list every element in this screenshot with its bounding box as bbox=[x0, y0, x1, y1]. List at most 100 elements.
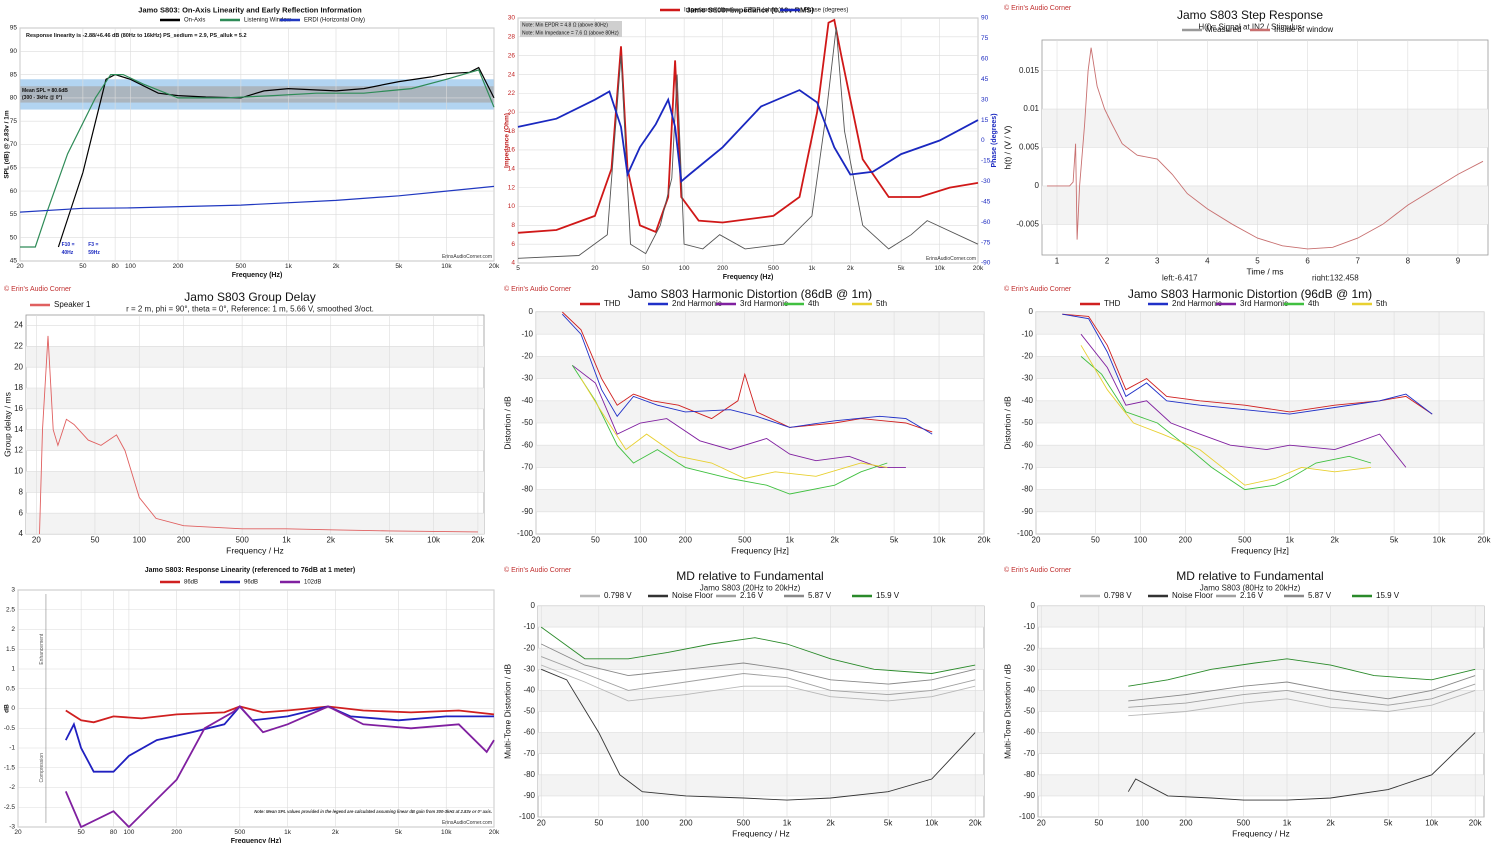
panel-impedance: Jamo S803: Impedance (0.10v RMS) 5 20 50 100… bbox=[500, 0, 1000, 281]
note-box bbox=[520, 29, 622, 37]
legend-label: 5th bbox=[876, 299, 887, 308]
x-tick-label: 4 bbox=[1205, 257, 1210, 266]
y-tick-label: 65 bbox=[10, 165, 18, 172]
x-tick-label: 1 bbox=[1055, 257, 1060, 266]
x-tick-label: 2k bbox=[847, 265, 855, 272]
legend-label: 15.9 V bbox=[1376, 591, 1400, 600]
y-tick-label: 14 bbox=[508, 165, 516, 172]
x-tick-label: 500 bbox=[737, 819, 751, 828]
x-axis-label: Time / ms bbox=[1247, 266, 1284, 276]
x-tick-label: 200 bbox=[177, 536, 191, 545]
panel-step: Jamo S803 Step Response H(f)= Signal at I… bbox=[1000, 0, 1500, 281]
y-tick-label: 4 bbox=[511, 260, 515, 267]
y-tick-label: -10 bbox=[523, 622, 535, 631]
legend-label: Impedance (ohms) bbox=[684, 8, 734, 14]
y-tick-label: -10 bbox=[1023, 622, 1035, 631]
legend-label: 2nd Harmonic bbox=[1172, 299, 1222, 308]
y2-tick-label: 30 bbox=[981, 96, 989, 103]
grid-band bbox=[1038, 648, 1484, 670]
y-tick-label: -40 bbox=[1021, 396, 1033, 405]
grid-band bbox=[538, 774, 984, 796]
y-tick-label: -1.5 bbox=[4, 764, 16, 771]
y-tick-label: 30 bbox=[508, 15, 516, 22]
y-tick-label: 12 bbox=[14, 446, 23, 455]
x-tick-label: 5k bbox=[1390, 536, 1399, 545]
y-tick-label: 0 bbox=[11, 705, 15, 712]
x-tick-label: 50 bbox=[91, 536, 100, 545]
y2-tick-label: 45 bbox=[981, 76, 989, 83]
legend-label: On-Axis bbox=[184, 18, 205, 24]
grid-band bbox=[1038, 732, 1484, 754]
y-tick-label: -30 bbox=[1021, 374, 1033, 383]
legend-label: 2.16 V bbox=[1240, 591, 1264, 600]
x-tick-label: 200 bbox=[679, 536, 693, 545]
x-tick-label: 20k bbox=[489, 829, 500, 836]
grid-band bbox=[536, 356, 984, 379]
panel-onaxis: Jamo S803: On-Axis Linearity and Early R… bbox=[0, 0, 500, 281]
x-tick-label: 20 bbox=[14, 829, 22, 836]
grid-band bbox=[536, 445, 984, 468]
chart-title: Jamo S803: On-Axis Linearity and Early R… bbox=[138, 6, 362, 15]
x-tick-label: 500 bbox=[738, 536, 752, 545]
grid-band bbox=[538, 648, 984, 670]
series-line-phase bbox=[517, 89, 979, 184]
chart-title: MD relative to Fundamental bbox=[676, 569, 823, 583]
watermark: © Erin's Audio Corner bbox=[1004, 4, 1072, 12]
x-tick-label: 20k bbox=[969, 819, 983, 828]
series-line-3rd-harmonic bbox=[572, 364, 906, 468]
y-tick-label: -100 bbox=[519, 812, 536, 821]
x-tick-label: 10k bbox=[1433, 536, 1447, 545]
x-tick-label: 2k bbox=[327, 536, 336, 545]
y-axis-label: Distortion / dB bbox=[1002, 396, 1012, 450]
y-tick-label: -60 bbox=[1021, 440, 1033, 449]
annotation: (300 - 3kHz @ 0°) bbox=[22, 95, 63, 101]
x-tick-label: 1k bbox=[808, 265, 816, 272]
y-tick-label: -50 bbox=[1021, 418, 1033, 427]
y2-tick-label: 75 bbox=[981, 35, 989, 42]
chart-hd96: Jamo S803 Harmonic Distortion (96dB @ 1m… bbox=[1002, 285, 1492, 555]
series-line-speaker-1 bbox=[39, 335, 478, 535]
grid-band bbox=[1042, 185, 1488, 225]
series-line-inside-of-window bbox=[1047, 47, 1484, 250]
annotation: 40Hz bbox=[62, 250, 74, 256]
grid-band bbox=[1036, 445, 1484, 468]
watermark: © Erin's Audio Corner bbox=[504, 566, 572, 574]
x-tick-label: 50 bbox=[79, 263, 87, 270]
y-tick-label: -90 bbox=[1023, 791, 1035, 800]
y-tick-label: 95 bbox=[10, 25, 18, 32]
series-line-0-798-v bbox=[541, 664, 976, 702]
watermark: © Erin's Audio Corner bbox=[1004, 285, 1072, 293]
y-tick-label: 26 bbox=[508, 52, 516, 59]
series-line-96db bbox=[64, 705, 494, 773]
x-tick-label: 1k bbox=[1285, 536, 1294, 545]
y2-tick-label: 0 bbox=[981, 137, 985, 144]
y-tick-label: -20 bbox=[523, 643, 535, 652]
chart-subtitle: Jamo S803 (80Hz to 20kHz) bbox=[1200, 584, 1301, 593]
y-tick-label: 2 bbox=[11, 626, 15, 633]
legend-label: THD bbox=[604, 299, 621, 308]
x-tick-label: 80 bbox=[110, 829, 118, 836]
x-tick-label: 1k bbox=[785, 536, 794, 545]
y-tick-label: -50 bbox=[523, 707, 535, 716]
chart-title: Jamo S803: Impedance (0.10v RMS) bbox=[686, 6, 814, 15]
x-axis-label: Frequency [Hz] bbox=[1231, 545, 1289, 555]
x-tick-label: 1k bbox=[285, 263, 293, 270]
y-tick-label: -100 bbox=[1019, 812, 1036, 821]
legend-label: Noise Floor bbox=[672, 591, 713, 600]
x-tick-label: 100 bbox=[125, 263, 136, 270]
y-tick-label: 6 bbox=[511, 241, 515, 248]
x-tick-label: 500 bbox=[1237, 819, 1251, 828]
x-tick-label: 100 bbox=[636, 819, 650, 828]
x-tick-label: 500 bbox=[235, 263, 246, 270]
x-tick-label: 20k bbox=[1478, 536, 1492, 545]
x-tick-label: 2k bbox=[332, 829, 340, 836]
legend-label: Phase (degrees) bbox=[804, 8, 848, 14]
x-tick-label: 1k bbox=[783, 819, 792, 828]
x-tick-label: 10k bbox=[925, 819, 939, 828]
legend-label: 102dB bbox=[304, 580, 321, 586]
x-axis-label: Frequency / Hz bbox=[1232, 828, 1290, 838]
legend-label: Speaker 1 bbox=[54, 300, 91, 309]
y2-tick-label: 60 bbox=[981, 56, 989, 63]
